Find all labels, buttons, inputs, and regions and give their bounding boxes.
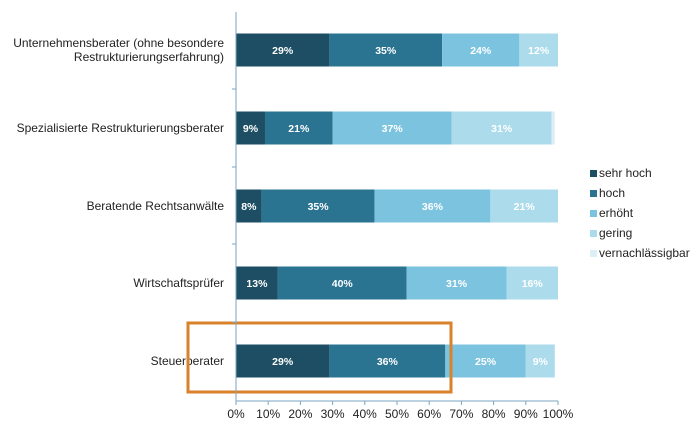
bar-segment [264,111,333,145]
data-label: 21% [514,201,536,213]
bar-segment [277,266,407,300]
data-label: 13% [246,278,268,290]
category-label: Beratende Rechtsanwälte [87,199,225,213]
data-label: 40% [332,278,354,290]
x-tick-label: 90% [514,407,538,421]
data-label: 9% [533,356,549,368]
x-tick-label: 50% [385,407,409,421]
x-tick-label: 40% [353,407,377,421]
x-tick-label: 70% [449,407,473,421]
x-tick-label: 20% [288,407,312,421]
data-label: 35% [308,201,330,213]
bars: 29% 35% 24% 12% 9% 21% 37% 31% 8% 35% 36% 21% 13% 40%… [236,33,558,378]
x-tick-label: 0% [227,407,245,421]
x-tick-label: 80% [482,407,506,421]
legend-swatch [590,210,597,217]
bar-segment [236,33,330,67]
legend-swatch [590,190,597,197]
data-label: 9% [243,123,259,135]
bar-segment [236,111,265,145]
bar-segment [332,111,452,145]
legend-label: sehr hoch [599,166,652,180]
legend: sehr hoch hoch erhöht gering vernachlässigba… [590,166,690,260]
data-label: 21% [288,123,310,135]
bar-segment [406,266,507,300]
bar-segment [374,189,491,223]
data-label: 36% [422,201,444,213]
x-tick-label: 100% [543,407,574,421]
highlight-box [186,321,453,394]
data-label: 24% [470,45,492,57]
data-label: 8% [241,201,257,213]
bar-segment [445,344,526,378]
x-tick-labels: 0% 10% 20% 30% 40% 50% 60% 70% 80% 90% 100% [227,401,574,421]
bar-segment [506,266,558,300]
bar-segment [519,33,558,67]
category-label: Wirtschaftsprüfer [133,276,224,290]
data-label: 31% [491,123,513,135]
highlight-rectangle [186,321,453,394]
x-tick-label: 10% [256,407,280,421]
bar-segment [451,111,552,145]
data-label: 25% [475,356,497,368]
category-labels: Unternehmensberater (ohne besondereRestr… [13,36,224,368]
legend-swatch [590,230,597,237]
x-tick-label: 60% [417,407,441,421]
legend-label: erhöht [599,206,634,220]
legend-swatch [590,250,597,257]
bar-segment [261,189,375,223]
data-label: 36% [377,356,399,368]
legend-swatch [590,170,597,177]
category-label: Restrukturierungserfahrung) [74,50,224,64]
bar-segment [236,344,330,378]
x-tick-label: 30% [321,407,345,421]
data-label: 37% [382,123,404,135]
category-label: Spezialisierte Restrukturierungsberater [17,121,224,135]
data-label: 31% [446,278,468,290]
data-label: 12% [528,45,550,57]
bar-segment [236,189,262,223]
data-label: 29% [272,356,294,368]
bar-segment [329,33,443,67]
bar-segment [442,33,520,67]
data-label: 35% [375,45,397,57]
bar-segment [329,344,446,378]
legend-label: gering [599,226,632,240]
bar-segment [525,344,555,378]
category-label: Unternehmensberater (ohne besondere [13,36,224,50]
bar-segment [551,111,555,145]
data-label: 29% [272,45,294,57]
legend-label: hoch [599,186,625,200]
bar-segment [236,266,278,300]
data-label: 16% [522,278,544,290]
bar-segment [490,189,558,223]
legend-label: vernachlässigbar [599,246,690,260]
